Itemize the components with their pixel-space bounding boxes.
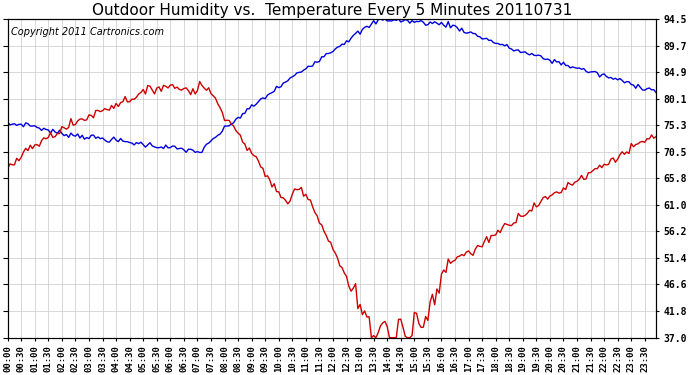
Text: Copyright 2011 Cartronics.com: Copyright 2011 Cartronics.com [11, 27, 164, 37]
Title: Outdoor Humidity vs.  Temperature Every 5 Minutes 20110731: Outdoor Humidity vs. Temperature Every 5… [92, 3, 572, 18]
